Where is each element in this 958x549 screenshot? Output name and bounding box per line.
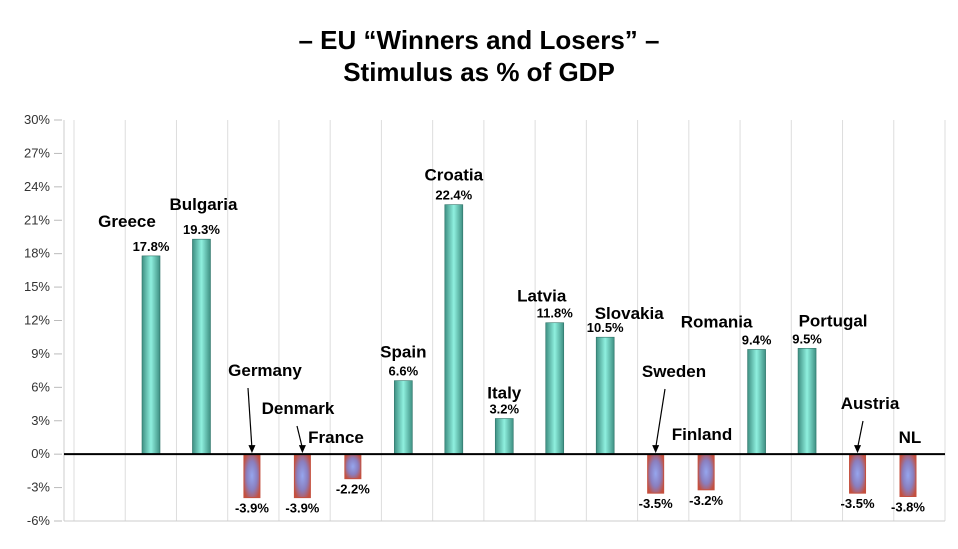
- category-label: Bulgaria: [169, 195, 238, 214]
- y-tick-label: 15%: [24, 279, 50, 294]
- y-tick-label: 6%: [31, 379, 50, 394]
- bar-denmark: [293, 453, 311, 499]
- category-label: France: [308, 428, 364, 447]
- bar-portugal: [797, 348, 817, 455]
- category-label: Latvia: [517, 287, 567, 306]
- chart-title: – EU “Winners and Losers” – Stimulus as …: [0, 24, 958, 88]
- chart-title-line-2: Stimulus as % of GDP: [343, 57, 615, 87]
- category-label: Portugal: [799, 311, 868, 330]
- y-tick-label: 18%: [24, 246, 50, 261]
- value-label: -3.8%: [891, 499, 925, 514]
- y-tick-label: 3%: [31, 413, 50, 428]
- y-tick-label: 30%: [24, 112, 50, 127]
- value-label: 19.3%: [183, 222, 220, 237]
- category-label: Germany: [228, 361, 302, 380]
- callout-arrowhead: [854, 445, 862, 454]
- bar-germany: [243, 453, 261, 499]
- value-label: 22.4%: [435, 188, 472, 203]
- labels: 17.8% Greece 19.3% Bulgaria -3.9% Germany -3.9…: [98, 166, 925, 516]
- value-label: 17.8%: [133, 239, 170, 254]
- bar-croatia: [444, 204, 464, 455]
- bar-austria: [849, 453, 867, 494]
- category-label: Denmark: [262, 399, 335, 418]
- y-tick-label: -3%: [27, 480, 51, 495]
- bar-bulgaria: [192, 238, 211, 455]
- y-tick-label: 0%: [31, 446, 50, 461]
- category-label: Sweden: [642, 362, 706, 381]
- bar-greece: [141, 255, 161, 455]
- value-label: -3.2%: [689, 493, 723, 508]
- value-label: 10.5%: [587, 320, 624, 335]
- chart-title-line-1: – EU “Winners and Losers” –: [298, 25, 660, 55]
- y-tick-label: -6%: [27, 513, 51, 528]
- bar-romania: [747, 349, 766, 455]
- y-tick-label: 27%: [24, 145, 50, 160]
- bar-france: [344, 453, 362, 480]
- callout-arrowhead: [248, 445, 256, 454]
- value-label: -3.5%: [841, 496, 875, 511]
- category-label: Slovakia: [595, 304, 665, 323]
- y-tick-label: 12%: [24, 313, 50, 328]
- value-label: -2.2%: [336, 482, 370, 497]
- callout-arrow-line: [655, 388, 666, 449]
- value-label: -3.9%: [285, 501, 319, 516]
- callout-arrowhead: [652, 445, 660, 454]
- value-label: 9.4%: [742, 332, 772, 347]
- value-label: -3.9%: [235, 501, 269, 516]
- value-label: 6.6%: [389, 364, 419, 379]
- category-label: Romania: [681, 312, 753, 331]
- y-tick-label: 24%: [24, 179, 50, 194]
- bar-slovakia: [595, 336, 615, 455]
- value-label: 9.5%: [792, 331, 822, 346]
- bars: [64, 204, 945, 499]
- category-label: NL: [899, 428, 922, 447]
- value-label: -3.5%: [639, 496, 673, 511]
- bar-sweden: [647, 453, 665, 494]
- y-axis: 30% 27% 24% 21% 18% 15% 12% 9% 6% 3% 0% -3% -6%: [24, 112, 62, 528]
- y-tick-label: 21%: [24, 212, 50, 227]
- category-label: Greece: [98, 212, 156, 231]
- callout-arrow-line: [247, 387, 253, 449]
- category-label: Croatia: [425, 166, 484, 185]
- category-label: Finland: [672, 425, 732, 444]
- category-label: Italy: [487, 384, 522, 403]
- callout-arrow-line: [856, 420, 864, 449]
- y-tick-label: 9%: [31, 346, 50, 361]
- value-label: 3.2%: [489, 402, 519, 417]
- bar-finland: [697, 453, 715, 491]
- category-label: Austria: [841, 394, 900, 413]
- category-label: Spain: [380, 343, 426, 362]
- callout-arrowhead: [298, 445, 306, 454]
- callout-arrow-line: [296, 425, 303, 449]
- bar-italy: [494, 418, 514, 455]
- bar-nl: [899, 453, 917, 497]
- bar-latvia: [545, 322, 565, 455]
- value-label: 11.8%: [537, 306, 574, 321]
- bar-spain: [394, 380, 413, 455]
